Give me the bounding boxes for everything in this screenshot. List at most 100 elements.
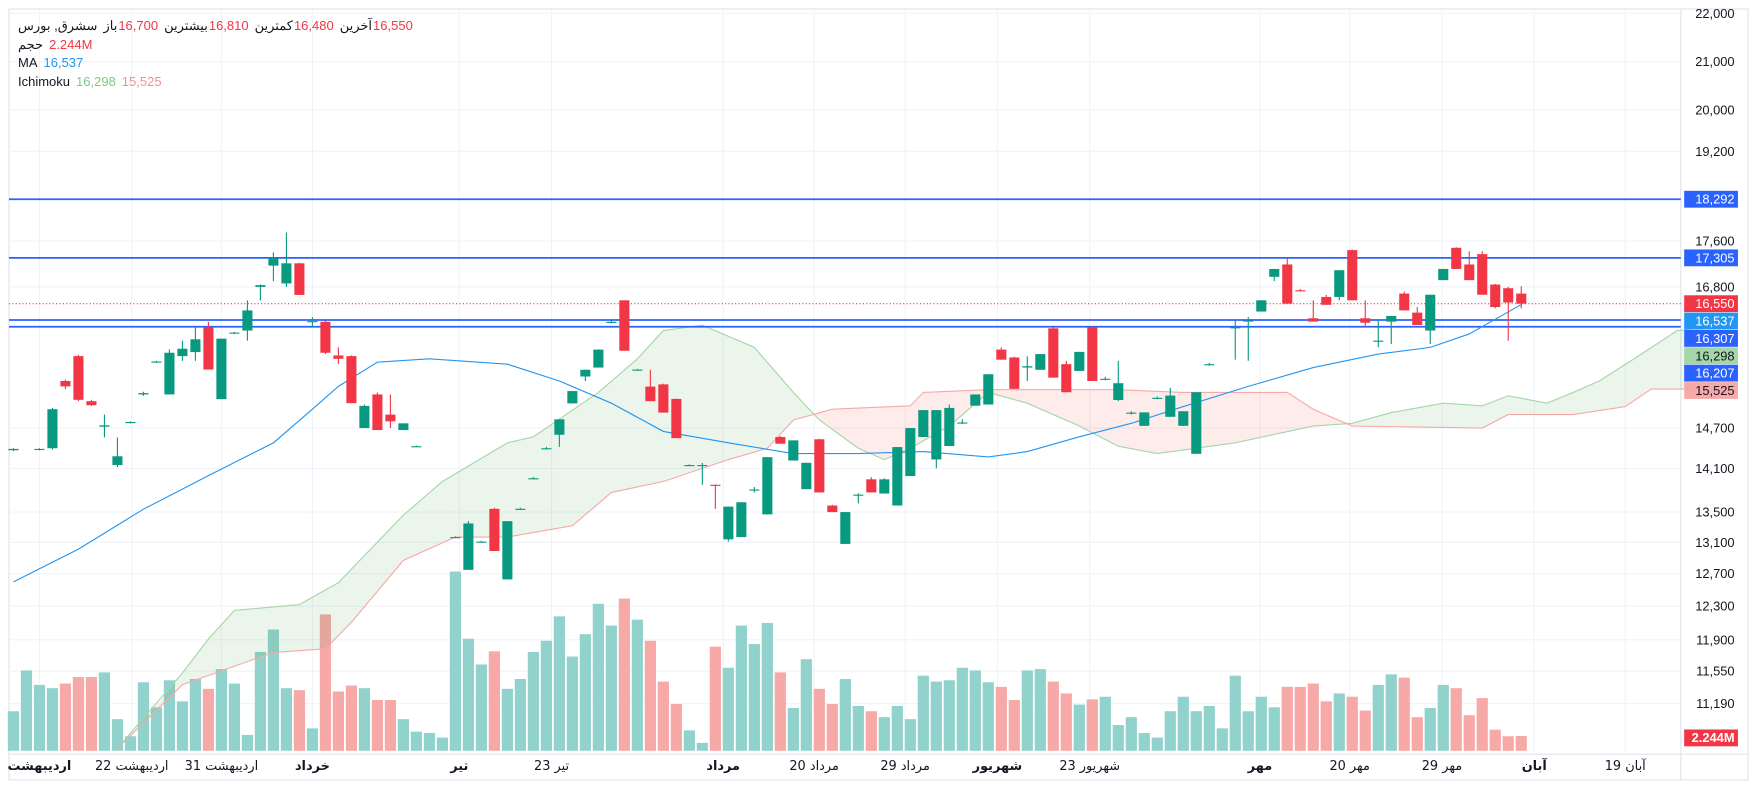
volume-legend[interactable]: حجم 2.244M xyxy=(18,36,413,55)
ichimoku-cloud-segment xyxy=(403,509,410,561)
ichimoku-cloud-segment xyxy=(474,457,482,538)
candle-body xyxy=(450,537,461,539)
ichimoku-cloud-segment xyxy=(682,326,690,475)
volume-bar xyxy=(826,703,838,751)
volume-bar xyxy=(410,731,422,751)
candle-body xyxy=(242,310,253,331)
ichimoku-cloud-segment xyxy=(871,407,878,457)
candle-body xyxy=(268,258,279,266)
ichimoku-cloud-segment xyxy=(279,605,287,652)
volume-bar xyxy=(1164,711,1176,751)
candle-body xyxy=(86,401,97,406)
volume-bar xyxy=(1424,707,1436,751)
ichimoku-label: Ichimoku xyxy=(18,73,71,89)
volume-bar xyxy=(319,614,332,751)
candle-body xyxy=(73,356,84,400)
ichimoku-span-a-line xyxy=(117,324,1704,749)
candle-body xyxy=(1139,412,1150,426)
ichimoku-cloud-segment xyxy=(1111,389,1119,447)
symbol-name: سشرق, بورس xyxy=(18,18,98,33)
ichimoku-cloud-segment xyxy=(754,347,761,453)
ichimoku-cloud-segment xyxy=(422,492,430,552)
ichimoku-cloud-segment xyxy=(175,673,183,692)
ichimoku-cloud-segment xyxy=(507,441,514,538)
volume-bar xyxy=(592,603,604,751)
volume-bar xyxy=(644,640,656,751)
price-tag xyxy=(1684,364,1738,382)
ichimoku-cloud-segment xyxy=(1514,397,1522,415)
volume-bar xyxy=(657,681,669,751)
volume-bar xyxy=(761,622,773,751)
ichimoku-cloud-segment xyxy=(1592,380,1600,412)
volume-bar xyxy=(878,717,890,751)
price-tag xyxy=(1684,330,1738,347)
ichimoku-cloud-segment xyxy=(468,461,475,538)
volume-bar xyxy=(254,651,267,751)
volume-bar xyxy=(150,707,163,751)
ichimoku-cloud-segment xyxy=(208,631,215,676)
ichimoku-cloud-segment xyxy=(780,377,787,435)
volume-bar xyxy=(1398,677,1410,751)
ichimoku-cloud-segment xyxy=(1488,400,1496,425)
ichimoku-cloud-segment xyxy=(767,362,774,449)
ichimoku-cloud-segment xyxy=(1599,376,1606,411)
chart-legend: سشرق, بورس باز 16,700 بیشترین 16,810 کمتری… xyxy=(18,17,413,91)
ichimoku-cloud-segment xyxy=(1553,397,1561,415)
ichimoku-cloud-segment xyxy=(604,381,612,498)
ichimoku-cloud-segment xyxy=(390,521,397,576)
ichimoku-legend[interactable]: Ichimoku 16,298 15,525 xyxy=(18,73,413,92)
ichimoku-cloud-segment xyxy=(858,407,865,452)
candle-body xyxy=(1087,327,1098,381)
price-axis-label: 16,800 xyxy=(1695,279,1734,294)
ichimoku-cloud-segment xyxy=(442,477,449,543)
volume-bar xyxy=(1515,735,1527,751)
candle-body xyxy=(307,321,318,323)
ichimoku-cloud-segment xyxy=(1482,403,1489,429)
volume-bar xyxy=(462,638,474,751)
volume-bar xyxy=(800,659,812,751)
ichimoku-cloud-segment xyxy=(630,358,638,489)
ichimoku-cloud-segment xyxy=(299,600,306,651)
candle-body xyxy=(944,407,955,447)
volume-label: حجم xyxy=(18,36,44,52)
low-label: کمترین xyxy=(254,18,293,33)
volume-bar xyxy=(46,688,59,751)
candle-body xyxy=(1347,250,1358,301)
ichimoku-cloud-segment xyxy=(1631,356,1639,403)
volume-bar xyxy=(943,680,955,751)
ichimoku-cloud-segment xyxy=(214,624,222,674)
candle-body xyxy=(372,394,383,431)
ichimoku-cloud-segment xyxy=(708,327,716,466)
ichimoku-cloud-segment xyxy=(292,604,300,652)
ichimoku-cloud-segment xyxy=(1417,406,1424,428)
ichimoku-cloud-segment xyxy=(1566,392,1574,415)
candle-body xyxy=(489,508,500,551)
ichimoku-cloud-segment xyxy=(1287,392,1294,432)
price-tag-label: 17,305 xyxy=(1695,250,1734,265)
volume-bar xyxy=(1450,688,1462,751)
candle-body xyxy=(1490,284,1501,308)
ichimoku-cloud-segment xyxy=(728,336,735,460)
volume-bar xyxy=(813,688,825,751)
candle-body xyxy=(1074,351,1085,371)
volume-bar xyxy=(1112,725,1124,751)
candle-body xyxy=(801,462,812,490)
ichimoku-cloud-segment xyxy=(1644,347,1652,394)
candle-body xyxy=(411,446,422,448)
ichimoku-cloud-segment xyxy=(1157,391,1164,454)
candle-body xyxy=(346,356,357,404)
ma-legend[interactable]: MA 16,537 xyxy=(18,54,413,73)
volume-bar xyxy=(267,629,280,751)
time-axis-label: 31 اردیبهشت xyxy=(185,759,259,774)
ichimoku-cloud-segment xyxy=(1527,399,1535,415)
volume-bar xyxy=(124,736,137,751)
candle-body xyxy=(1412,312,1423,325)
candle-body xyxy=(1360,318,1371,323)
close-label: آخرین xyxy=(339,18,373,33)
volume-bar xyxy=(501,688,513,751)
candle-body xyxy=(788,440,799,461)
candle-body xyxy=(515,508,526,510)
candle-body xyxy=(281,263,292,284)
candle-body xyxy=(554,419,565,435)
